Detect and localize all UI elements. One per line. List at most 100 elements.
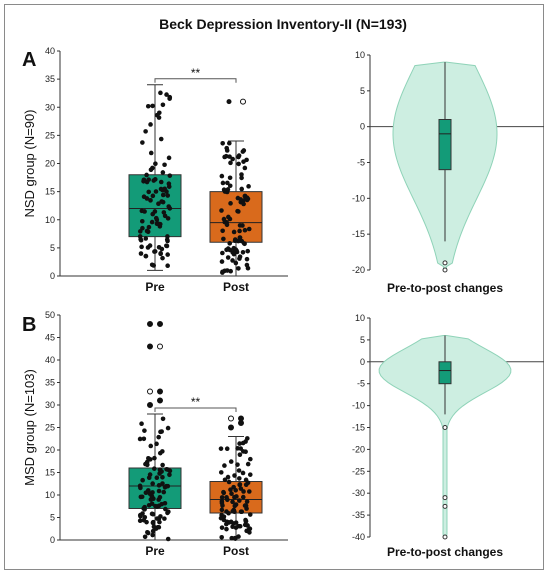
violin-y-tick-label: 10: [355, 50, 365, 60]
y-tick-label: 35: [45, 74, 55, 84]
data-point: [225, 474, 231, 480]
y-tick-label: 25: [45, 130, 55, 140]
data-point: [161, 489, 167, 495]
data-point: [230, 508, 236, 514]
data-point: [149, 501, 155, 507]
data-point: [139, 218, 145, 224]
data-point: [145, 529, 150, 535]
data-point: [227, 140, 232, 146]
data-point: [228, 459, 234, 464]
data-point: [150, 520, 156, 526]
data-point: [239, 186, 245, 192]
data-point: [148, 198, 153, 203]
data-point: [244, 157, 249, 163]
data-point: [247, 512, 253, 517]
data-point: [153, 526, 159, 531]
data-point: [244, 256, 250, 262]
violin-y-tick-label: -30: [352, 488, 365, 498]
data-point: [137, 518, 143, 524]
data-point: [238, 509, 244, 515]
data-point: [228, 201, 233, 206]
data-point: [142, 534, 148, 540]
violin-outlier: [442, 534, 448, 540]
data-point: [165, 238, 170, 244]
data-point: [138, 251, 144, 256]
data-point: [221, 187, 227, 193]
data-point: [137, 234, 143, 239]
data-point: [141, 436, 147, 442]
data-point: [237, 482, 243, 487]
y-tick-label: 20: [45, 445, 55, 455]
data-point: [235, 462, 240, 467]
data-point: [162, 162, 167, 168]
data-point: [237, 256, 242, 261]
violin-x-label: Pre-to-post changes: [387, 281, 503, 295]
data-point: [220, 269, 225, 275]
data-point: [226, 214, 231, 220]
violin-y-tick-label: 0: [360, 122, 365, 132]
data-point: [156, 497, 161, 502]
y-axis-label: MSD group (N=103): [22, 369, 37, 486]
data-point: [156, 488, 162, 494]
data-point: [225, 180, 230, 186]
data-point: [245, 436, 250, 441]
data-point: [224, 521, 229, 527]
data-point: [219, 534, 225, 540]
outlier-point: [157, 388, 163, 395]
data-point: [147, 472, 153, 477]
y-tick-label: 5: [50, 513, 55, 523]
box-pre: [128, 174, 182, 238]
data-point: [145, 103, 151, 109]
data-point: [242, 503, 248, 508]
violin-y-tick-label: 5: [360, 86, 365, 96]
data-point: [241, 489, 246, 494]
data-point: [160, 170, 166, 175]
data-point: [160, 462, 165, 468]
data-point: [241, 201, 246, 207]
data-point: [147, 243, 153, 248]
data-point: [167, 173, 173, 178]
data-point: [158, 186, 164, 192]
significance-bracket: [154, 407, 237, 412]
data-point: [152, 177, 158, 182]
data-point: [155, 221, 161, 226]
y-tick-label: 0: [50, 271, 55, 281]
outlier-point: [147, 321, 153, 327]
outlier-point: [238, 415, 244, 422]
data-point: [243, 482, 249, 488]
y-tick-label: 10: [45, 215, 55, 225]
violin-y-tick-label: -25: [352, 466, 365, 476]
data-point: [164, 466, 169, 472]
data-point: [228, 268, 233, 274]
violin-y-tick-label: -15: [352, 229, 365, 239]
data-point: [238, 446, 244, 451]
y-tick-label: 15: [45, 187, 55, 197]
data-point: [237, 223, 243, 228]
outlier-point: [157, 343, 163, 350]
data-point: [226, 510, 231, 516]
violin-outlier: [442, 267, 448, 273]
data-point: [156, 483, 162, 488]
violin-y-tick-label: -35: [352, 510, 365, 520]
data-point: [158, 90, 163, 96]
violin-y-tick-label: -40: [352, 532, 365, 542]
outlier-point: [240, 98, 246, 105]
data-point: [245, 461, 251, 467]
data-point: [153, 161, 158, 166]
panel-letter: A: [22, 49, 36, 71]
data-point: [238, 486, 244, 491]
data-point: [156, 434, 161, 440]
data-point: [150, 193, 156, 199]
data-point: [160, 474, 165, 480]
data-point: [246, 526, 252, 532]
data-point: [243, 449, 248, 454]
data-point: [226, 479, 232, 485]
data-point: [240, 440, 246, 446]
data-point: [158, 251, 163, 257]
y-tick-label: 10: [45, 490, 55, 500]
data-point: [160, 102, 166, 108]
data-point: [219, 259, 225, 264]
data-point: [137, 436, 143, 442]
data-point: [145, 488, 151, 493]
